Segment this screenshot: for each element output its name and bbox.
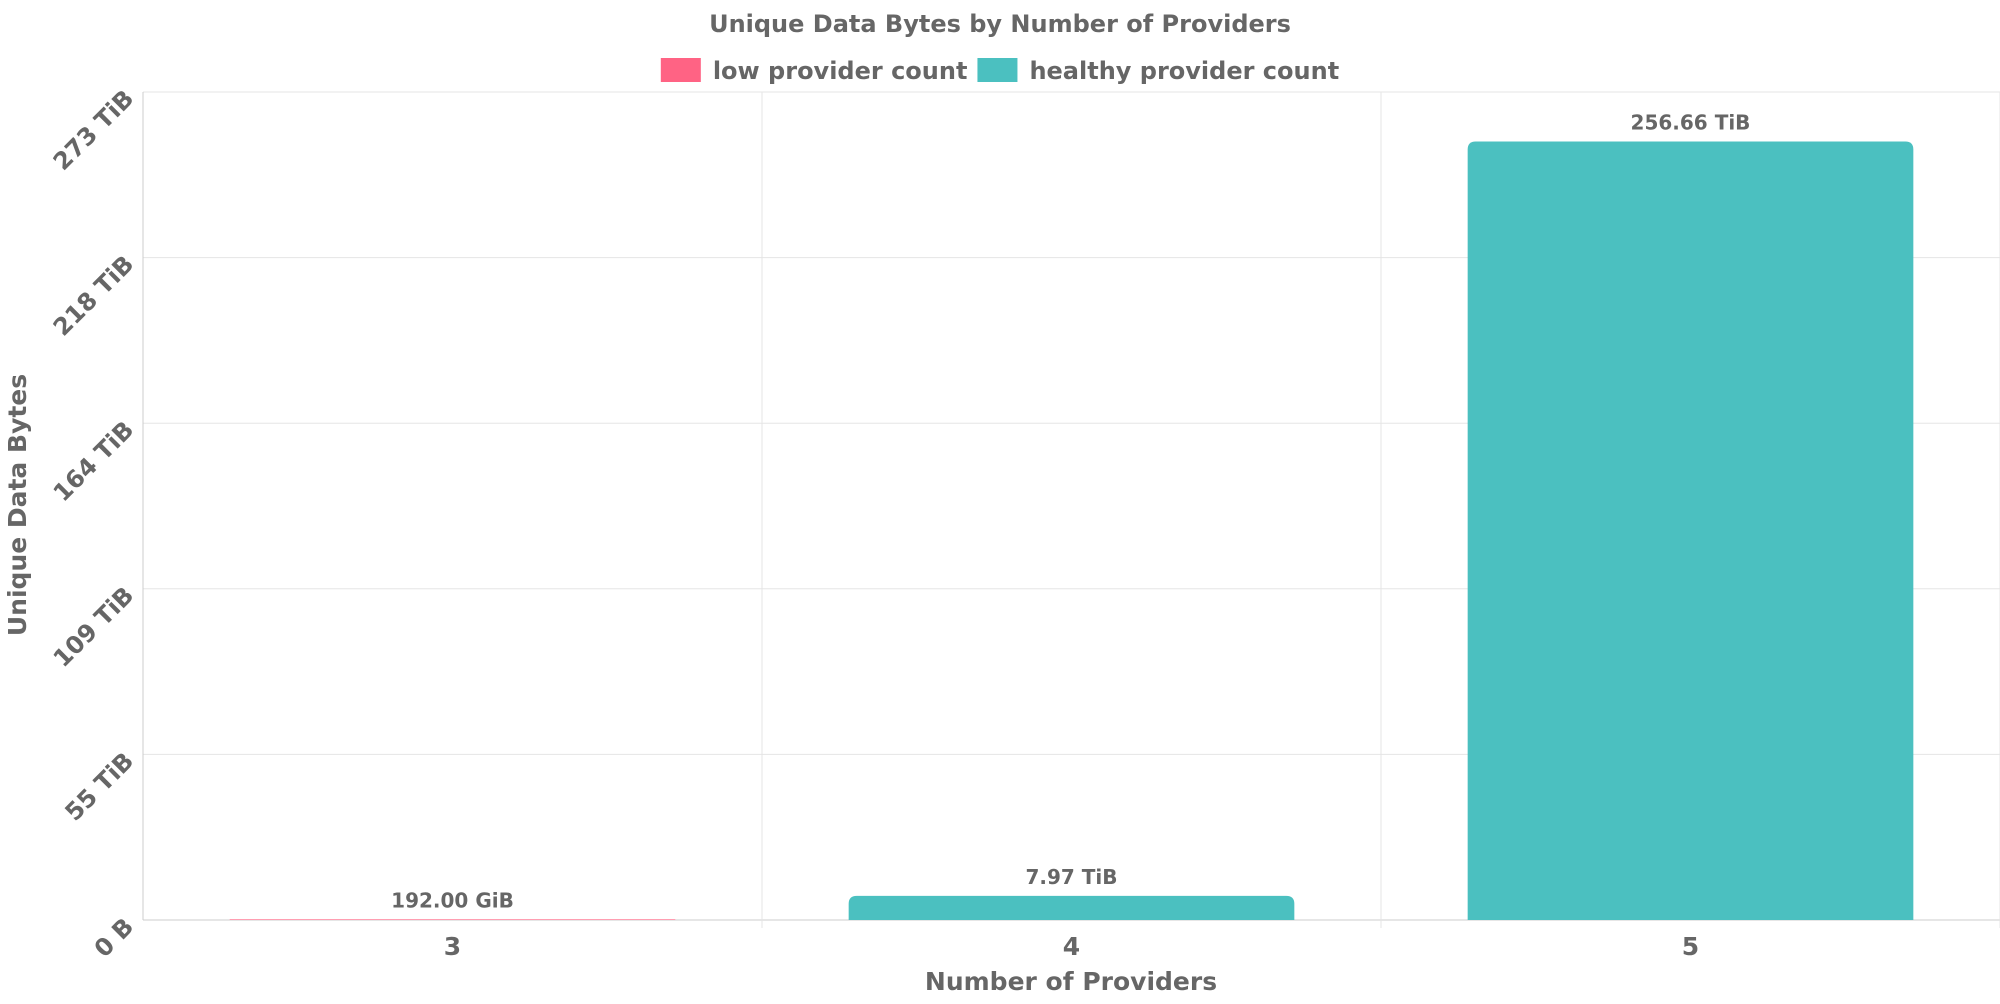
y-tick-label: 55 TiB [60, 747, 140, 827]
bar[interactable] [848, 895, 1295, 920]
y-axis-title: Unique Data Bytes [3, 374, 32, 636]
bar-value-label: 192.00 GiB [391, 888, 514, 912]
legend-swatch[interactable] [660, 58, 701, 82]
y-tick-label: 218 TiB [48, 250, 139, 341]
bar[interactable] [229, 919, 676, 920]
axes: 0 B 55 TiB 109 TiB 164 TiB 218 TiB 273 TiB 3 4 5 [48, 84, 1699, 962]
y-tick-label: 164 TiB [48, 416, 139, 507]
chart-title: Unique Data Bytes by Number of Providers [709, 10, 1291, 38]
x-axis-title: Number of Providers [925, 967, 1217, 996]
data-labels: 192.00 GiB 7.97 TiB 256.66 TiB [391, 111, 1750, 913]
y-tick-label: 273 TiB [48, 84, 139, 175]
legend-label[interactable]: healthy provider count [1029, 57, 1339, 85]
bar-value-label: 7.97 TiB [1025, 865, 1117, 889]
x-tick-label: 5 [1682, 932, 1699, 961]
bar[interactable] [1467, 141, 1914, 920]
bars [229, 141, 1914, 920]
legend: low provider count healthy provider count [660, 57, 1339, 85]
x-tick-label: 3 [444, 932, 461, 961]
legend-swatch[interactable] [977, 58, 1018, 82]
y-tick-label: 109 TiB [48, 581, 139, 672]
bar-value-label: 256.66 TiB [1631, 111, 1751, 135]
y-tick-label: 0 B [89, 912, 139, 962]
legend-label[interactable]: low provider count [713, 57, 968, 85]
x-tick-label: 4 [1063, 932, 1080, 961]
